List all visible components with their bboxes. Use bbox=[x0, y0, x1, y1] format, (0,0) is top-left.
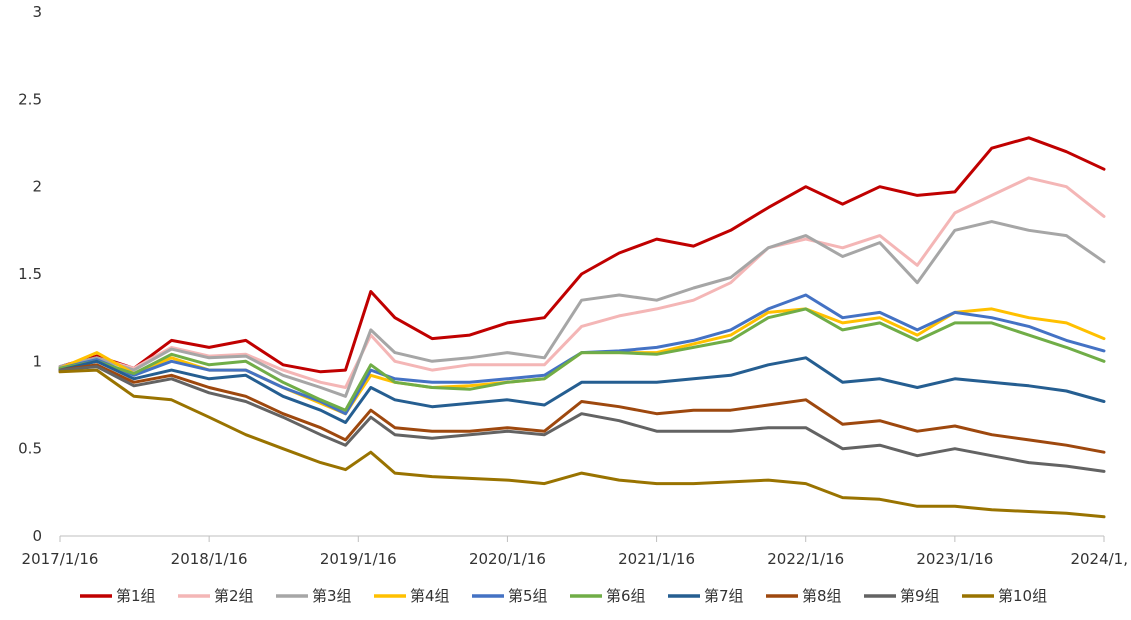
legend-label: 第7组 bbox=[704, 587, 744, 605]
series-line-2 bbox=[58, 176, 1106, 389]
legend-label: 第1组 bbox=[116, 587, 156, 605]
x-axis: 2017/1/16 2018/1/16 2019/1/16 2020/1/16 2021… bbox=[22, 535, 1128, 568]
x-tick-label: 2020/1/16 bbox=[469, 550, 546, 568]
y-tick-label: 3 bbox=[32, 3, 42, 21]
y-tick-label: 1.5 bbox=[18, 265, 42, 283]
series-line-6 bbox=[58, 307, 1106, 412]
x-tick-label: 2021/1/16 bbox=[618, 550, 695, 568]
series-line-1 bbox=[58, 136, 1106, 374]
x-tick-label: 2022/1/16 bbox=[767, 550, 844, 568]
legend-label: 第2组 bbox=[214, 587, 254, 605]
legend-label: 第8组 bbox=[802, 587, 842, 605]
series-line-4 bbox=[58, 307, 1106, 416]
y-tick-label: 0.5 bbox=[18, 440, 42, 458]
series-line-9 bbox=[58, 365, 1106, 473]
y-tick-label: 2 bbox=[32, 178, 42, 196]
series-layer bbox=[58, 136, 1106, 519]
legend-label: 第5组 bbox=[508, 587, 548, 605]
legend-label: 第4组 bbox=[410, 587, 450, 605]
legend: 第1组 第2组 第3组 第4组 第5组 第6组 第7组 第8组 第9组 第10组 bbox=[80, 587, 1047, 605]
x-tick-label: 2019/1/16 bbox=[320, 550, 397, 568]
x-tick-label: 2024/1, bbox=[1070, 550, 1128, 568]
legend-label: 第10组 bbox=[998, 587, 1047, 605]
x-tick-label: 2018/1/16 bbox=[171, 550, 248, 568]
y-tick-label: 2.5 bbox=[18, 90, 42, 108]
series-line-10 bbox=[58, 368, 1106, 519]
legend-label: 第3组 bbox=[312, 587, 352, 605]
y-axis: 0 0.5 1 1.5 2 2.5 3 bbox=[18, 3, 42, 545]
series-line-3 bbox=[58, 220, 1106, 398]
y-tick-label: 1 bbox=[32, 352, 42, 370]
x-tick-label: 2017/1/16 bbox=[22, 550, 99, 568]
x-tick-label: 2023/1/16 bbox=[916, 550, 993, 568]
series-line-8 bbox=[58, 363, 1106, 454]
legend-label: 第6组 bbox=[606, 587, 646, 605]
y-tick-label: 0 bbox=[32, 527, 42, 545]
legend-label: 第9组 bbox=[900, 587, 940, 605]
series-line-7 bbox=[58, 356, 1106, 424]
